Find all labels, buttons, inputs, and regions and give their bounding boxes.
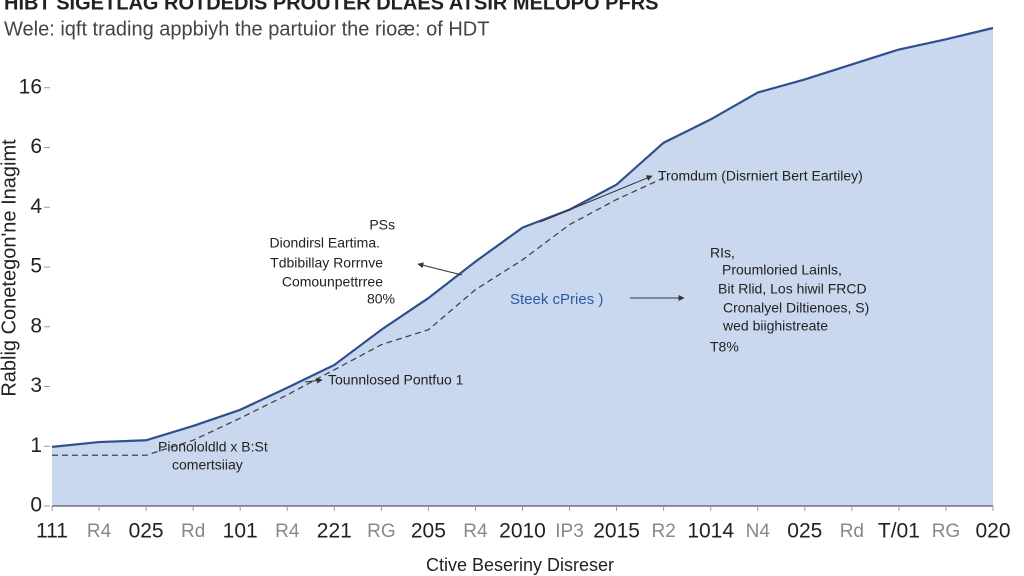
annotation: T8%	[710, 339, 739, 355]
annotation: Tounnlosed Pontfuo 1	[328, 372, 464, 388]
y-tick-label: 6	[30, 135, 42, 158]
plot	[51, 26, 994, 506]
arrow	[304, 377, 323, 384]
y-tick-label: 0	[30, 494, 42, 517]
x-tick-label: R4	[275, 521, 300, 542]
chart-title: HIBT SIGETLAG ROTDEDIS PROUTER DLAES ATS…	[4, 0, 658, 14]
x-tick-label: 025	[787, 520, 822, 543]
x-tick-label: 1014	[687, 520, 734, 543]
line	[52, 177, 664, 456]
x-tick-label: 2015	[593, 520, 640, 543]
annotation: comertsiiay	[172, 457, 243, 473]
x-tick-label: Rd	[181, 521, 205, 542]
annotation: PSs	[369, 217, 395, 233]
x-tick-label: R4	[463, 521, 488, 542]
annotation: Diondirsl Eartima.	[270, 235, 380, 251]
annotation: Tromdum (Disrniert Bert Eartiley)	[658, 168, 863, 184]
arrow	[417, 262, 463, 276]
y-tick-label: 4	[30, 195, 42, 218]
x-tick-label: R4	[87, 521, 112, 542]
x-tick-label: 025	[129, 520, 164, 543]
x-tick-label: 221	[317, 520, 352, 543]
annotation: RIs,	[710, 245, 735, 261]
x-tick-label: 020	[975, 520, 1010, 543]
arrow	[539, 175, 653, 223]
annotation: wed biighistreate	[722, 318, 828, 334]
annotation: Bit Rlid, Los hiwil FRCD	[718, 281, 867, 297]
y-tick-label: 1	[30, 434, 42, 457]
x-tick-label: 101	[223, 520, 258, 543]
chart-subtitle: Wele: iqft trading appbiyh the partuior …	[4, 18, 489, 40]
annotation: Steek cPries )	[510, 291, 603, 308]
annotation: Proumloried Lainls,	[722, 262, 842, 278]
annotation: Cronalyel Diltienoes, S)	[723, 300, 869, 316]
x-tick-label: 205	[411, 520, 446, 543]
annotation: Pionololdld x B:St	[158, 439, 268, 455]
x-tick-label: RG	[367, 521, 396, 542]
x-tick-label: 2010	[499, 520, 546, 543]
area	[52, 28, 993, 506]
x-tick-label: N4	[746, 521, 771, 542]
x-tick-label: IP3	[555, 521, 584, 542]
y-axis-label: Rablig Conetegon'ne Inagimt	[0, 139, 20, 397]
x-tick-label: RG	[932, 521, 961, 542]
annotation: Tdbibillay Rorrnve	[270, 255, 383, 271]
y-tick-label: 16	[19, 75, 42, 98]
arrows	[304, 175, 685, 384]
x-tick-label: R2	[652, 521, 676, 542]
line	[51, 26, 994, 448]
x-axis-label: Ctive Beseriny Disreser	[426, 555, 614, 575]
y-tick-label: 5	[30, 255, 42, 278]
annotation: 80%	[367, 291, 395, 307]
annotation: Comounpettrree	[282, 274, 383, 290]
x-tick-label: 111	[36, 520, 68, 543]
y-tick-label: 3	[30, 374, 42, 397]
x-tick-label: T/01	[878, 520, 920, 543]
y-tick-label: 8	[30, 314, 42, 337]
x-tick-label: Rd	[840, 521, 864, 542]
